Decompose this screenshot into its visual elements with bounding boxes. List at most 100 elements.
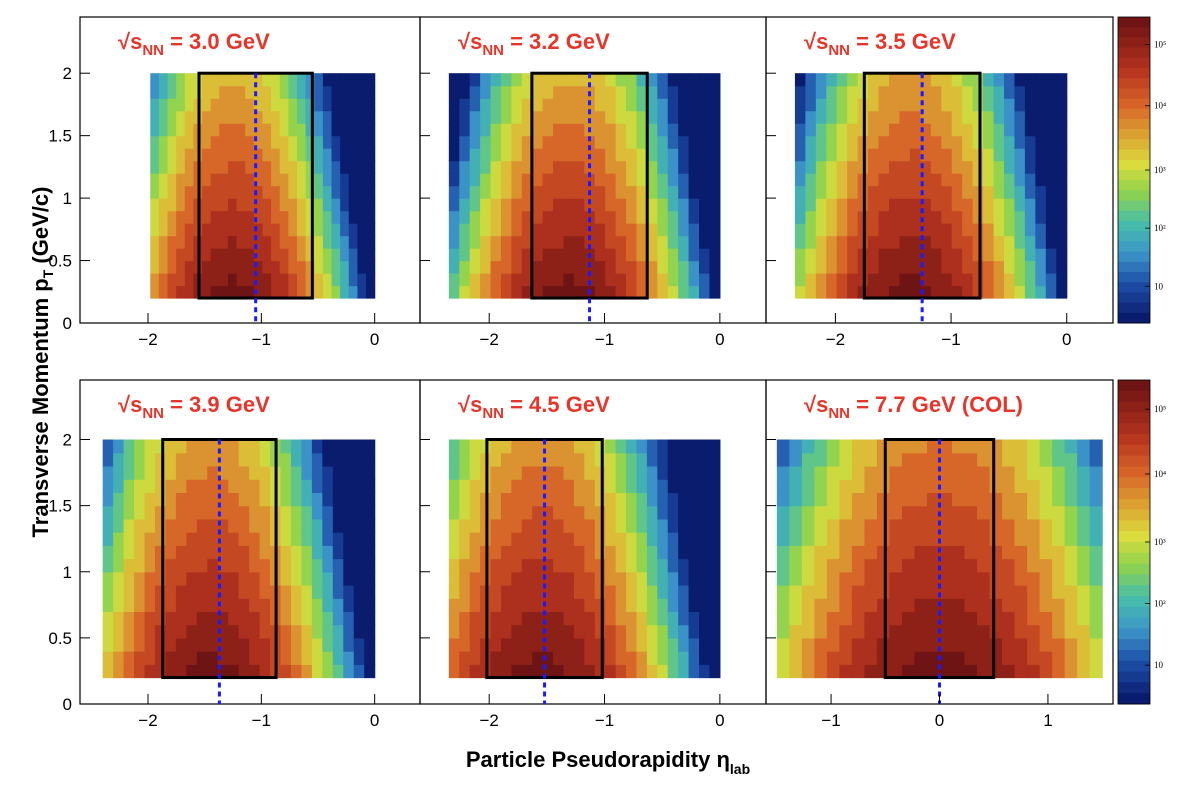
- heatmap-cell: [939, 637, 953, 652]
- heatmap-cell: [279, 223, 289, 237]
- heatmap-cell: [176, 198, 186, 212]
- heatmap-cell: [826, 545, 840, 560]
- heatmap-cell: [930, 285, 942, 299]
- heatmap-cell: [459, 85, 471, 99]
- heatmap-cell: [331, 285, 341, 299]
- heatmap-cell: [926, 479, 941, 493]
- heatmap-cell: [972, 285, 984, 299]
- heatmap-cell: [972, 223, 984, 237]
- heatmap-cell: [311, 624, 323, 639]
- heatmap-cell: [899, 160, 911, 174]
- heatmap-cell: [657, 505, 669, 520]
- heatmap-cell: [952, 439, 966, 454]
- heatmap-cell: [646, 173, 658, 187]
- heatmap-cell: [340, 248, 350, 262]
- colorbar-tick-label: 10: [1154, 660, 1164, 670]
- heatmap-cell: [348, 198, 358, 212]
- heatmap-cell: [469, 73, 481, 87]
- heatmap-cell: [521, 223, 533, 237]
- heatmap-cell: [1024, 148, 1036, 162]
- heatmap-cell: [207, 518, 219, 533]
- heatmap-cell: [646, 273, 658, 287]
- title-sub: NN: [482, 405, 504, 422]
- heatmap-cell: [322, 123, 333, 137]
- heatmap-cell: [469, 664, 481, 679]
- heatmap-cell: [480, 260, 492, 274]
- heatmap-cell: [814, 518, 828, 533]
- heatmap-cell: [1027, 584, 1041, 599]
- heatmap-cell: [815, 210, 827, 224]
- heatmap-cell: [1089, 558, 1103, 573]
- heatmap-cell: [977, 545, 991, 560]
- heatmap-cell: [490, 210, 502, 224]
- heatmap-cell: [573, 73, 585, 87]
- heatmap-cell: [667, 611, 679, 626]
- heatmap-cell: [657, 148, 669, 162]
- heatmap-cell: [563, 465, 575, 480]
- heatmap-cell: [688, 532, 700, 546]
- heatmap-cell: [699, 439, 711, 454]
- heatmap-cell: [615, 185, 627, 199]
- heatmap-cell: [814, 439, 828, 454]
- heatmap-cell: [868, 285, 880, 299]
- heatmap-cell: [594, 285, 606, 299]
- heatmap-cell: [972, 123, 984, 137]
- heatmap-cell: [1035, 73, 1047, 87]
- heatmap-cell: [584, 73, 596, 87]
- heatmap-cell: [864, 532, 878, 546]
- heatmap-cell: [941, 123, 953, 137]
- heatmap-cell: [678, 273, 690, 287]
- heatmap-cell: [626, 545, 638, 560]
- heatmap-cell: [839, 439, 853, 454]
- heatmap-cell: [941, 285, 953, 299]
- heatmap-cell: [469, 173, 481, 187]
- heatmap-cell: [941, 210, 953, 224]
- heatmap-cell: [150, 235, 160, 249]
- heatmap-cell: [532, 584, 544, 599]
- heatmap-cell: [196, 651, 208, 665]
- heatmap-cell: [459, 492, 471, 507]
- heatmap-cell: [1004, 248, 1016, 262]
- heatmap-cell: [305, 135, 315, 149]
- heatmap-cell: [901, 452, 916, 467]
- heatmap-cell: [826, 260, 838, 274]
- heatmap-cell: [236, 260, 246, 274]
- heatmap-cell: [805, 198, 817, 212]
- heatmap-cell: [709, 135, 721, 149]
- heatmap-cell: [288, 73, 298, 87]
- heatmap-cell: [296, 173, 307, 187]
- heatmap-cell: [826, 571, 840, 586]
- heatmap-cell: [889, 85, 901, 99]
- heatmap-cell: [175, 452, 187, 467]
- heatmap-cell: [952, 651, 966, 665]
- heatmap-cell: [876, 571, 891, 586]
- heatmap-cell: [340, 198, 350, 212]
- heatmap-cell: [939, 584, 953, 599]
- heatmap-cell: [951, 223, 963, 237]
- heatmap-cell: [899, 248, 911, 262]
- heatmap-cell: [521, 123, 533, 137]
- x-tick-label: −1: [941, 330, 960, 349]
- heatmap-cell: [605, 479, 617, 493]
- heatmap-cell: [914, 624, 928, 639]
- y-axis-title-tail: (GeV/c): [28, 187, 53, 270]
- heatmap-cell: [626, 651, 638, 665]
- heatmap-cell: [459, 273, 471, 287]
- heatmap-cell: [154, 611, 167, 626]
- heatmap-cell: [1052, 558, 1066, 573]
- heatmap-cell: [459, 73, 471, 87]
- heatmap-cell: [952, 558, 966, 573]
- heatmap-cell: [964, 465, 978, 480]
- heatmap-cell: [826, 198, 838, 212]
- heatmap-cell: [332, 452, 344, 467]
- heatmap-cell: [245, 73, 255, 87]
- heatmap-cell: [259, 624, 271, 639]
- heatmap-cell: [480, 123, 492, 137]
- heatmap-cell: [448, 260, 460, 274]
- heatmap-cell: [926, 545, 941, 560]
- heatmap-cell: [989, 545, 1003, 560]
- heatmap-cell: [847, 185, 859, 199]
- heatmap-cell: [158, 173, 169, 187]
- heatmap-cell: [165, 651, 177, 665]
- heatmap-cell: [964, 624, 978, 639]
